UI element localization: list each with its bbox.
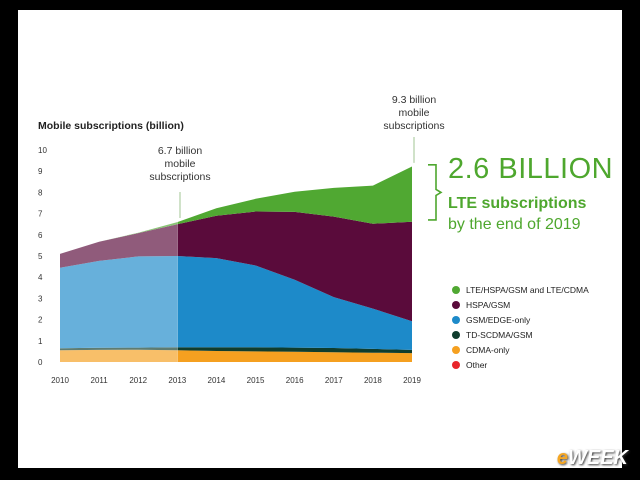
- x-tick-2011: 2011: [91, 376, 109, 385]
- legend-item-other: Other: [452, 357, 589, 372]
- callout-2013-line1: 6.7 billion: [157, 145, 203, 157]
- lte-subheadline-line1: LTE subscriptions: [448, 195, 587, 212]
- y-tick-1: 1: [38, 337, 43, 346]
- y-tick-10: 10: [38, 146, 47, 155]
- eweek-logo-rest: WEEK: [568, 447, 628, 469]
- y-tick-4: 4: [38, 273, 43, 282]
- legend-item-tdscdma: TD-SCDMA/GSM: [452, 327, 589, 342]
- historical-overlay: [60, 145, 178, 362]
- y-tick-0: 0: [38, 358, 43, 367]
- y-tick-2: 2: [38, 316, 43, 325]
- legend-item-lte: LTE/HSPA/GSM and LTE/CDMA: [452, 282, 589, 297]
- lte-headline: 2.6 BILLION: [448, 153, 614, 185]
- legend-item-cdma: CDMA-only: [452, 342, 589, 357]
- legend-swatch-cdma: [452, 345, 460, 354]
- area-gsm-edge-only: [60, 256, 412, 350]
- x-tick-2018: 2018: [364, 376, 382, 385]
- y-tick-3: 3: [38, 294, 43, 303]
- legend-label-gsm: GSM/EDGE-only: [466, 314, 531, 325]
- legend-label-hspa: HSPA/GSM: [466, 299, 511, 310]
- legend-swatch-hspa: [452, 300, 460, 309]
- legend-swatch-other: [452, 360, 460, 369]
- x-tick-2012: 2012: [129, 376, 147, 385]
- callout-2019-line2: mobile: [398, 107, 430, 119]
- y-axis-title: Mobile subscriptions (billion): [38, 120, 184, 132]
- area-hspa-gsm: [60, 211, 412, 322]
- lte-subheadline-line2: by the end of 2019: [448, 216, 581, 233]
- x-tick-2019: 2019: [403, 376, 421, 385]
- y-tick-7: 7: [38, 210, 43, 219]
- y-tick-6: 6: [38, 231, 43, 240]
- callout-2013: 6.7 billion mobile subscriptions: [130, 145, 230, 184]
- area-td-scdma-gsm: [60, 347, 412, 354]
- chart-legend: LTE/HSPA/GSM and LTE/CDMA HSPA/GSM GSM/E…: [452, 282, 589, 372]
- legend-label-cdma: CDMA-only: [466, 344, 510, 355]
- y-tick-8: 8: [38, 188, 43, 197]
- legend-item-gsm: GSM/EDGE-only: [452, 312, 589, 327]
- x-tick-2015: 2015: [247, 376, 265, 385]
- callout-2019-line1: 9.3 billion: [391, 94, 437, 106]
- legend-swatch-tdscdma: [452, 330, 460, 339]
- eweek-logo-e: e: [556, 447, 568, 469]
- area-lte-hspa-gsm-and-lte-cdma: [60, 166, 412, 254]
- x-tick-2013: 2013: [168, 376, 186, 385]
- lte-subheadline: LTE subscriptions by the end of 2019: [448, 193, 586, 235]
- x-tick-2014: 2014: [208, 376, 226, 385]
- legend-swatch-lte: [452, 285, 460, 294]
- lte-bracket: [428, 164, 443, 221]
- callout-2019-line3: subscriptions: [383, 120, 445, 132]
- legend-label-lte: LTE/HSPA/GSM and LTE/CDMA: [466, 284, 589, 295]
- callout-2013-line3: subscriptions: [149, 171, 211, 183]
- callout-2019: 9.3 billion mobile subscriptions: [364, 94, 464, 133]
- legend-label-other: Other: [466, 359, 488, 370]
- legend-label-tdscdma: TD-SCDMA/GSM: [466, 329, 533, 340]
- y-tick-9: 9: [38, 167, 43, 176]
- callout-2013-line2: mobile: [164, 158, 196, 170]
- y-tick-5: 5: [38, 252, 43, 261]
- x-tick-2010: 2010: [51, 376, 69, 385]
- x-tick-2016: 2016: [286, 376, 304, 385]
- eweek-logo: eWEEK: [557, 447, 628, 470]
- x-tick-2017: 2017: [325, 376, 343, 385]
- legend-item-hspa: HSPA/GSM: [452, 297, 589, 312]
- legend-swatch-gsm: [452, 315, 460, 324]
- area-cdma-only: [60, 349, 412, 362]
